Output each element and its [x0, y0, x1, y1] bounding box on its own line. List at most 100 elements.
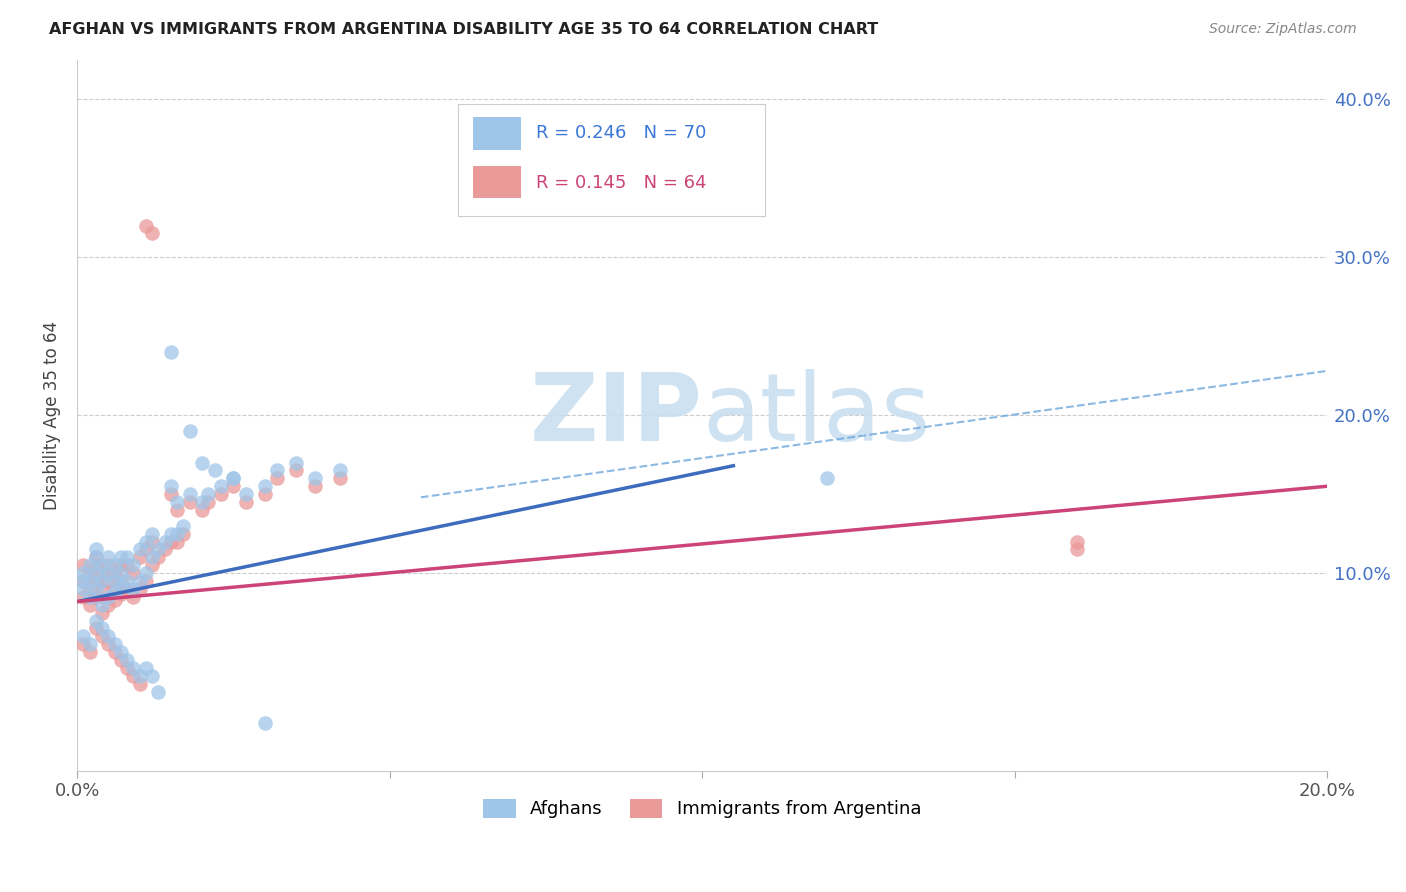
Point	[84, 622, 107, 636]
Point	[135, 542, 157, 557]
Point	[91, 582, 114, 596]
Point	[97, 629, 120, 643]
Point	[110, 566, 132, 581]
Point	[222, 479, 245, 493]
Point	[128, 550, 150, 565]
Point	[128, 677, 150, 691]
Point	[172, 526, 194, 541]
Point	[253, 487, 276, 501]
Point	[153, 542, 176, 557]
Point	[179, 487, 201, 501]
Point	[153, 534, 176, 549]
Point	[91, 566, 114, 581]
FancyBboxPatch shape	[458, 103, 765, 216]
Point	[104, 566, 127, 581]
Point	[110, 587, 132, 601]
Text: atlas: atlas	[702, 369, 931, 461]
Point	[97, 566, 120, 581]
Point	[1066, 534, 1088, 549]
Point	[104, 558, 127, 573]
Point	[141, 669, 163, 683]
Point	[115, 550, 138, 565]
Point	[84, 574, 107, 588]
Point	[141, 550, 163, 565]
Point	[115, 582, 138, 596]
Point	[141, 526, 163, 541]
Point	[179, 495, 201, 509]
Point	[141, 534, 163, 549]
Point	[115, 574, 138, 588]
Point	[209, 479, 232, 493]
Point	[160, 487, 183, 501]
Point	[91, 598, 114, 612]
Point	[222, 471, 245, 485]
Point	[148, 550, 170, 565]
Point	[110, 645, 132, 659]
FancyBboxPatch shape	[474, 117, 520, 150]
Point	[135, 661, 157, 675]
Point	[191, 495, 214, 509]
Point	[160, 534, 183, 549]
Point	[97, 550, 120, 565]
Point	[79, 598, 101, 612]
Point	[166, 526, 188, 541]
Point	[97, 574, 120, 588]
Point	[235, 495, 257, 509]
Text: R = 0.246   N = 70: R = 0.246 N = 70	[536, 124, 706, 142]
Point	[72, 637, 94, 651]
Point	[815, 471, 838, 485]
Point	[91, 558, 114, 573]
Point	[284, 463, 307, 477]
Point	[104, 574, 127, 588]
Point	[191, 503, 214, 517]
Point	[204, 463, 226, 477]
Point	[91, 629, 114, 643]
Point	[97, 598, 120, 612]
Point	[84, 558, 107, 573]
Point	[84, 550, 107, 565]
Point	[79, 574, 101, 588]
Text: R = 0.145   N = 64: R = 0.145 N = 64	[536, 174, 706, 192]
Point	[79, 558, 101, 573]
Point	[222, 471, 245, 485]
Point	[79, 566, 101, 581]
Point	[128, 542, 150, 557]
FancyBboxPatch shape	[474, 166, 520, 198]
Point	[72, 629, 94, 643]
Point	[115, 661, 138, 675]
Point	[209, 487, 232, 501]
Point	[91, 606, 114, 620]
Point	[135, 574, 157, 588]
Point	[160, 526, 183, 541]
Point	[79, 582, 101, 596]
Point	[197, 495, 219, 509]
Point	[304, 479, 326, 493]
Point	[253, 479, 276, 493]
Point	[122, 558, 145, 573]
Point	[148, 542, 170, 557]
Point	[128, 574, 150, 588]
Point	[72, 582, 94, 596]
Point	[72, 574, 94, 588]
Point	[72, 566, 94, 581]
Point	[1066, 542, 1088, 557]
Point	[329, 463, 352, 477]
Point	[110, 579, 132, 593]
Point	[97, 637, 120, 651]
Point	[72, 558, 94, 573]
Point	[148, 684, 170, 698]
Point	[110, 574, 132, 588]
Point	[135, 566, 157, 581]
Point	[72, 590, 94, 604]
Point	[284, 456, 307, 470]
Point	[304, 471, 326, 485]
Point	[329, 471, 352, 485]
Point	[141, 558, 163, 573]
Point	[84, 542, 107, 557]
Point	[128, 669, 150, 683]
Point	[110, 558, 132, 573]
Point	[91, 574, 114, 588]
Point	[79, 637, 101, 651]
Point	[72, 574, 94, 588]
Point	[172, 518, 194, 533]
